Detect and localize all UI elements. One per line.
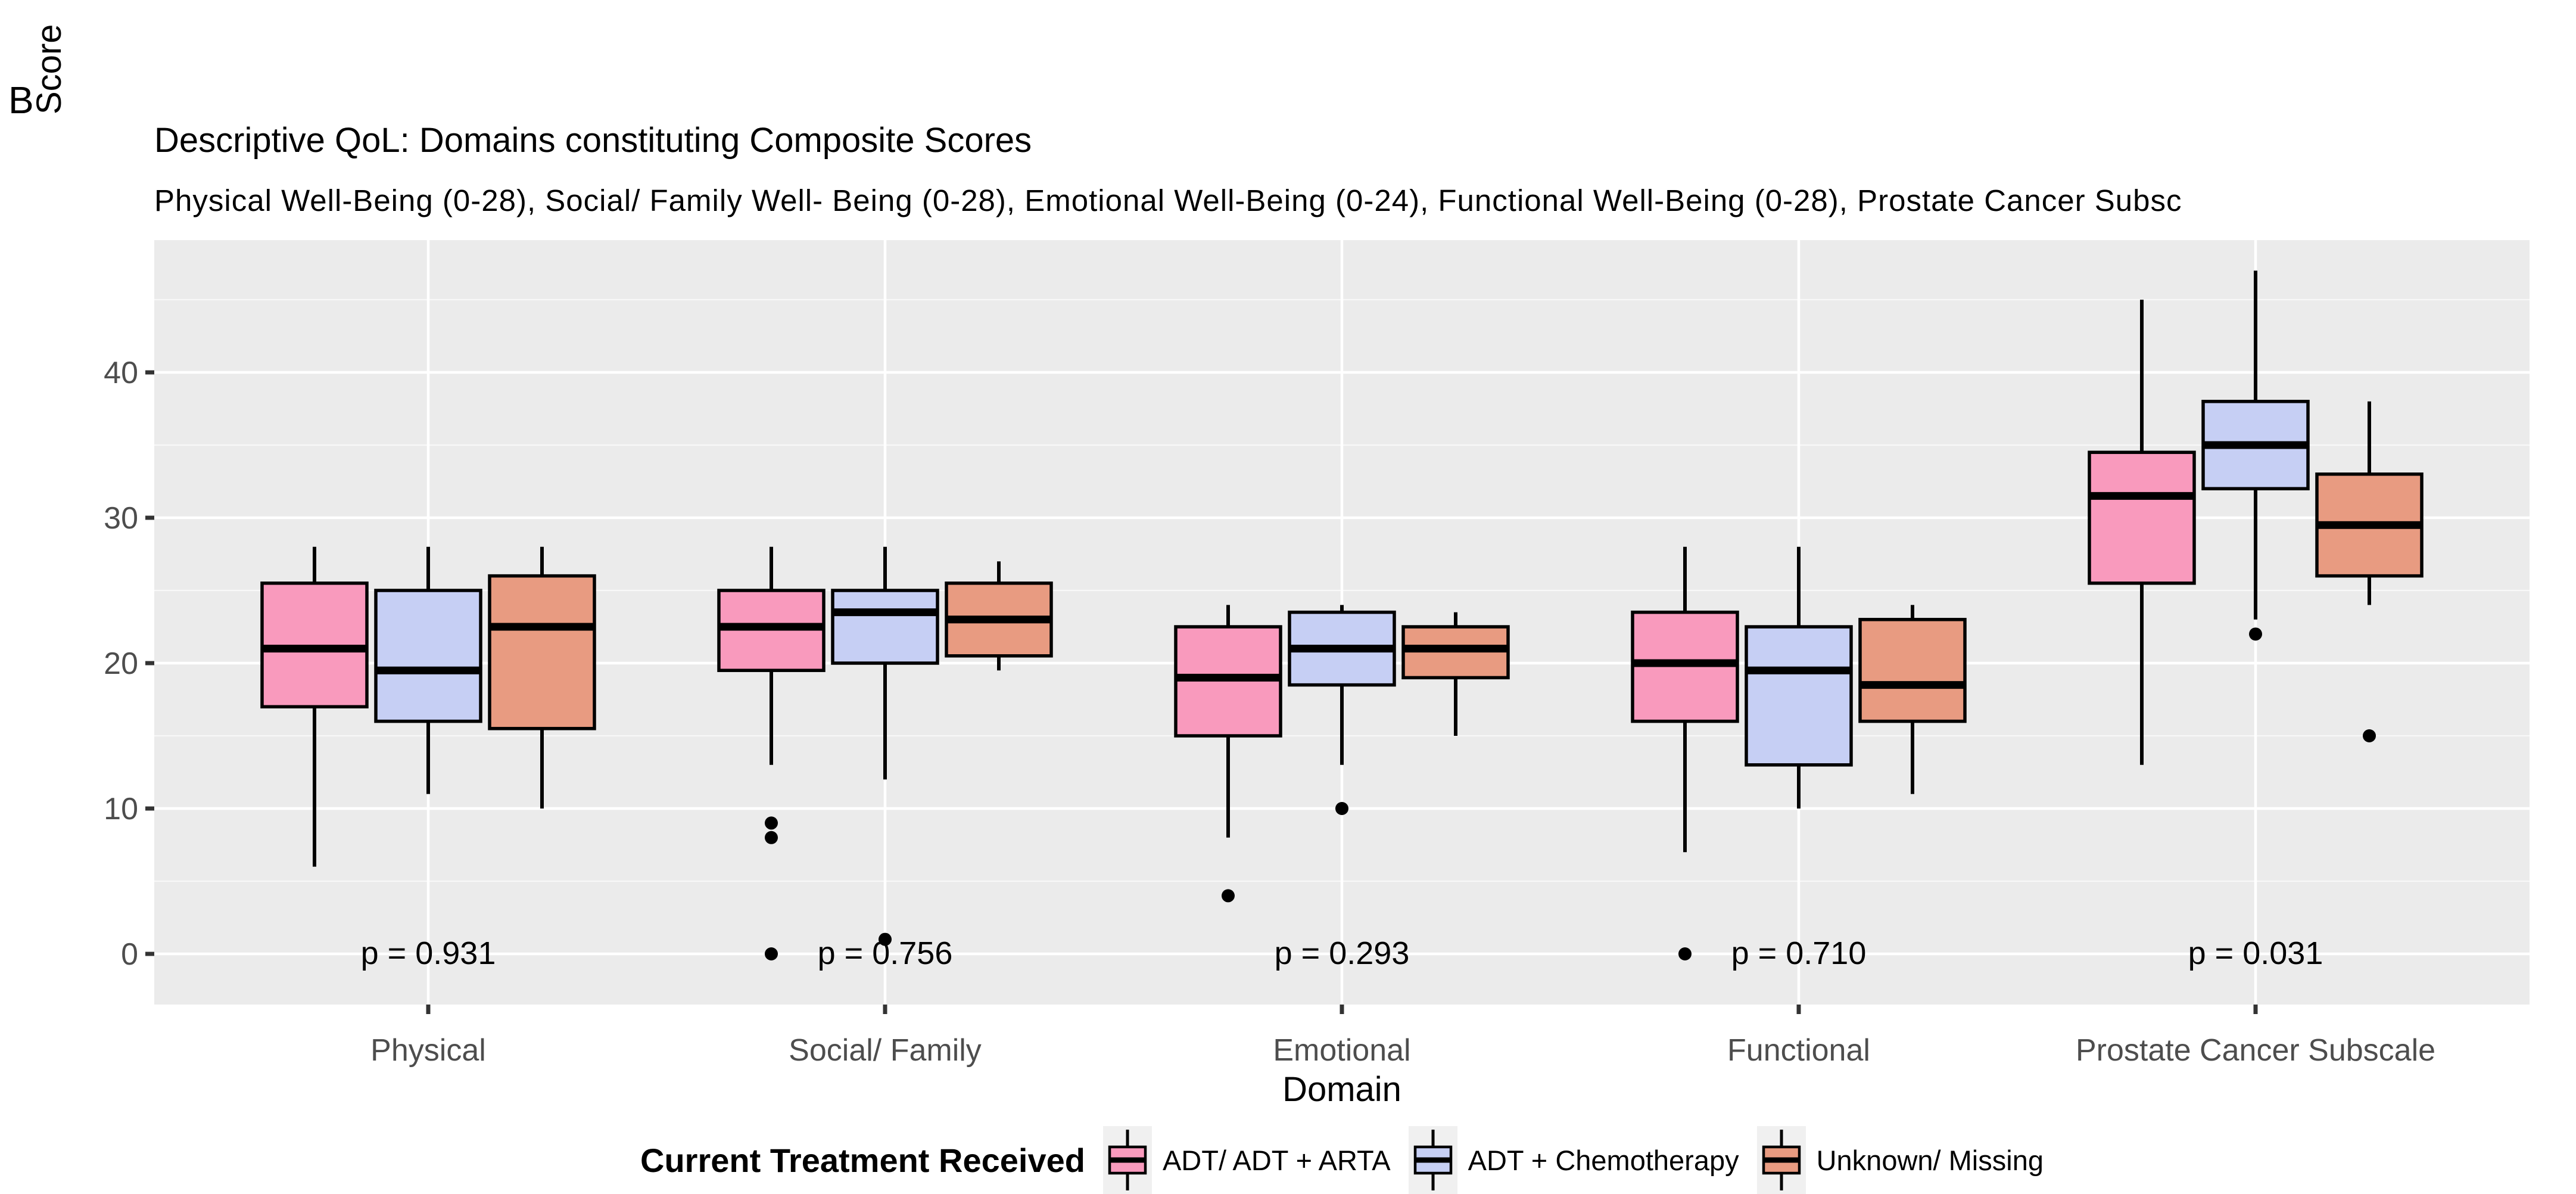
boxplot-1-1 [260, 546, 369, 867]
x-tick-label: Social/ Family [789, 1033, 982, 1068]
boxplot-box [1858, 618, 1967, 723]
legend-title: Current Treatment Received [640, 1141, 1085, 1179]
boxplot-2-3 [1288, 605, 1396, 815]
p-value-label: p = 0.031 [2188, 935, 2323, 971]
outlier-dot [2249, 627, 2262, 641]
boxplot-3-5 [2315, 401, 2424, 742]
boxplot-3-4 [1858, 605, 1967, 794]
outlier-dot [1678, 947, 1692, 960]
p-value-label: p = 0.293 [1275, 935, 1410, 971]
legend: Current Treatment Received ADT/ ADT + AR… [640, 1126, 2044, 1194]
legend-item-2: ADT + Chemotherapy [1408, 1126, 1739, 1194]
p-value-label: p = 0.756 [818, 935, 953, 971]
boxplot-2-5 [2201, 270, 2310, 641]
boxplot-1-2 [717, 546, 826, 960]
legend-item-3: Unknown/ Missing [1756, 1126, 2044, 1194]
outlier-dot [1335, 802, 1348, 815]
y-tick-label: 30 [104, 501, 138, 536]
y-tick-label: 40 [104, 356, 138, 390]
legend-item-label: ADT + Chemotherapy [1468, 1144, 1739, 1176]
p-value-label: p = 0.710 [1731, 935, 1867, 971]
x-tick-label: Physical [370, 1033, 486, 1068]
legend-key-boxplot-icon [1102, 1126, 1152, 1194]
legend-item-label: Unknown/ Missing [1816, 1144, 2044, 1176]
x-axis-title: Domain [1282, 1070, 1401, 1109]
legend-item-1: ADT/ ADT + ARTA [1102, 1126, 1391, 1194]
outlier-dot [765, 816, 778, 830]
y-tick-label: 0 [121, 937, 138, 972]
x-tick-label: Prostate Cancer Subscale [2076, 1033, 2435, 1068]
y-axis-title: Score [30, 24, 68, 114]
boxplot-box [488, 574, 596, 730]
figure-panel-label: B [8, 79, 34, 122]
boxplot-1-4 [1631, 546, 1739, 960]
boxplot-box [2088, 450, 2196, 585]
boxplot-2-1 [374, 546, 482, 794]
y-tick-label: 20 [104, 646, 138, 681]
boxplot-2-4 [1745, 546, 1853, 809]
legend-key-boxplot-icon [1408, 1126, 1457, 1194]
outlier-dot [879, 932, 892, 946]
boxplot-1-3 [1174, 605, 1282, 903]
boxplot-box [1745, 625, 1853, 767]
boxplot-box [374, 589, 482, 723]
chart-title: Descriptive QoL: Domains constituting Co… [154, 121, 1032, 160]
legend-key-boxplot-icon [1756, 1126, 1806, 1194]
y-tick-label: 10 [104, 792, 138, 826]
outlier-dot [2363, 729, 2376, 742]
boxplot-3-1 [488, 546, 596, 809]
outlier-dot [765, 947, 778, 960]
boxplot-2-2 [831, 546, 939, 946]
boxplot-3-2 [945, 561, 1053, 671]
x-tick-label: Functional [1727, 1033, 1870, 1068]
boxplot-3-3 [1401, 612, 1510, 736]
legend-item-label: ADT/ ADT + ARTA [1162, 1144, 1391, 1176]
outlier-dot [765, 831, 778, 844]
x-tick-label: Emotional [1273, 1033, 1410, 1068]
boxplot-1-5 [2088, 300, 2196, 765]
p-value-label: p = 0.931 [361, 935, 496, 971]
outlier-dot [1222, 889, 1235, 903]
boxplot-box [831, 589, 939, 665]
chart-subtitle: Physical Well-Being (0-28), Social/ Fami… [154, 184, 2182, 217]
